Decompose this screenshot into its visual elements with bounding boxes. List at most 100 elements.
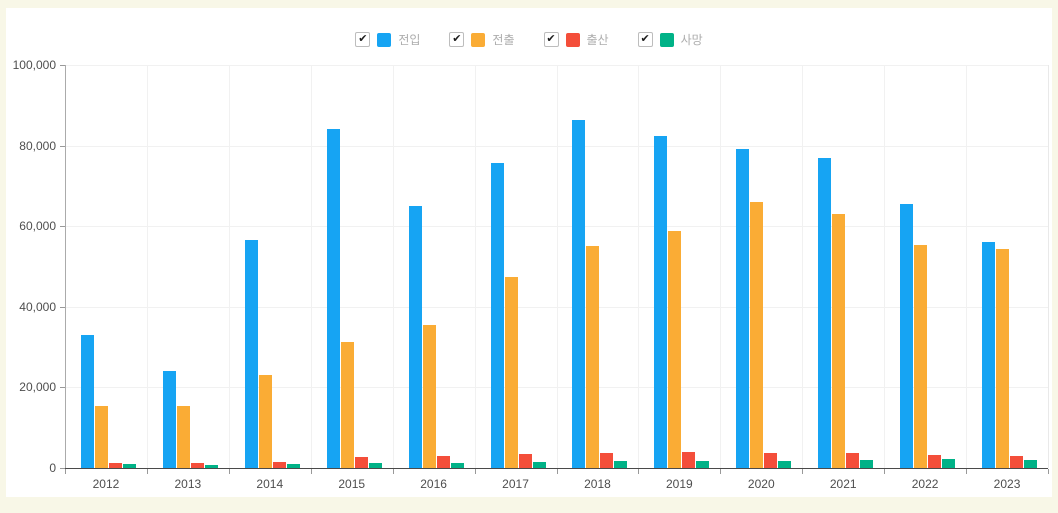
bar-2022-전입[interactable] bbox=[900, 204, 914, 468]
x-axis-tick-label: 2019 bbox=[666, 477, 693, 491]
x-axis-tick-label: 2013 bbox=[174, 477, 202, 491]
plot-right-border bbox=[1048, 65, 1049, 468]
bar-2015-출산[interactable] bbox=[354, 457, 368, 468]
bar-2016-전입[interactable] bbox=[408, 206, 422, 468]
bar-2013-전출[interactable] bbox=[176, 406, 190, 468]
bar-2012-전입[interactable] bbox=[80, 335, 94, 468]
legend-swatch-2 bbox=[565, 32, 580, 47]
bar-2015-사망[interactable] bbox=[368, 463, 382, 468]
legend-swatch-1 bbox=[471, 32, 486, 47]
bar-2013-전입[interactable] bbox=[162, 371, 176, 468]
bar-2016-출산[interactable] bbox=[436, 456, 450, 468]
bar-2019-전입[interactable] bbox=[654, 136, 668, 468]
bar-2022-전출[interactable] bbox=[914, 245, 928, 468]
legend-checkbox-3[interactable]: ✔ bbox=[637, 32, 653, 47]
bar-2019-전출[interactable] bbox=[668, 231, 682, 468]
bar-2017-사망[interactable] bbox=[532, 462, 546, 468]
gridline-v bbox=[884, 65, 886, 468]
gridline-v bbox=[228, 65, 230, 468]
legend-item-label: 전출 bbox=[492, 33, 515, 47]
legend-item-label: 출산 bbox=[586, 33, 609, 47]
x-tick-mark bbox=[146, 469, 148, 474]
bar-2012-사망[interactable] bbox=[122, 464, 136, 468]
bar-2020-출산[interactable] bbox=[764, 453, 778, 468]
gridline-v bbox=[474, 65, 476, 468]
x-tick-mark bbox=[802, 469, 804, 474]
y-axis-tick-label: 60,000 bbox=[19, 219, 56, 234]
bar-2018-출산[interactable] bbox=[600, 453, 614, 468]
bar-2019-사망[interactable] bbox=[696, 461, 710, 468]
bar-2020-전출[interactable] bbox=[750, 202, 764, 468]
x-axis-tick-label: 2017 bbox=[502, 477, 529, 491]
bar-2014-출산[interactable] bbox=[272, 462, 286, 468]
bar-2019-출산[interactable] bbox=[682, 452, 696, 468]
y-tick-mark bbox=[60, 226, 65, 228]
legend-item-3[interactable]: ✔ 사망 bbox=[637, 31, 703, 48]
legend-item-2[interactable]: ✔ 출산 bbox=[543, 31, 609, 48]
y-tick-mark bbox=[60, 387, 65, 389]
x-tick-mark bbox=[65, 469, 66, 474]
y-axis-line bbox=[65, 65, 66, 468]
y-tick-mark bbox=[60, 468, 65, 469]
bar-2023-출산[interactable] bbox=[1010, 456, 1024, 468]
x-axis-tick-label: 2022 bbox=[911, 477, 939, 491]
bar-2021-사망[interactable] bbox=[860, 460, 874, 468]
x-axis-tick-label: 2012 bbox=[92, 477, 120, 491]
legend-item-0[interactable]: ✔ 전입 bbox=[355, 31, 420, 48]
x-axis-tick-label: 2014 bbox=[256, 477, 284, 491]
x-tick-mark bbox=[310, 469, 312, 474]
bar-2018-전출[interactable] bbox=[586, 246, 600, 468]
legend-item-label: 전입 bbox=[398, 33, 421, 47]
y-axis-tick-label: 100,000 bbox=[12, 58, 56, 72]
bar-2014-전출[interactable] bbox=[258, 375, 272, 468]
bar-2013-출산[interactable] bbox=[190, 463, 204, 468]
y-tick-mark bbox=[60, 65, 65, 66]
legend-item-1[interactable]: ✔ 전출 bbox=[449, 31, 515, 48]
x-axis-tick-label: 2015 bbox=[338, 477, 366, 491]
gridline-v bbox=[638, 65, 640, 468]
bar-2016-사망[interactable] bbox=[450, 463, 464, 468]
bar-2014-사망[interactable] bbox=[286, 464, 300, 468]
bar-2022-사망[interactable] bbox=[942, 459, 956, 468]
bar-2015-전출[interactable] bbox=[340, 342, 354, 468]
gridline-v bbox=[556, 65, 558, 468]
legend-checkbox-1[interactable]: ✔ bbox=[449, 32, 465, 47]
bar-2017-출산[interactable] bbox=[518, 454, 532, 468]
legend-checkbox-2[interactable]: ✔ bbox=[543, 32, 559, 47]
bar-2021-전입[interactable] bbox=[818, 158, 832, 468]
bar-2014-전입[interactable] bbox=[244, 240, 258, 468]
x-tick-mark bbox=[638, 469, 640, 474]
x-axis-tick-label: 2016 bbox=[420, 477, 447, 491]
x-tick-mark bbox=[392, 469, 394, 474]
bar-2020-사망[interactable] bbox=[778, 461, 792, 468]
bar-2012-전출[interactable] bbox=[94, 406, 108, 468]
y-axis-tick-label: 0 bbox=[49, 461, 56, 475]
x-axis-tick-label: 2023 bbox=[993, 477, 1021, 491]
bar-2016-전출[interactable] bbox=[422, 325, 436, 468]
bar-2023-전입[interactable] bbox=[982, 242, 996, 468]
bar-2018-사망[interactable] bbox=[614, 461, 628, 468]
x-tick-mark bbox=[228, 469, 230, 474]
x-tick-mark bbox=[1048, 469, 1049, 474]
y-tick-mark bbox=[60, 145, 65, 147]
bar-2017-전출[interactable] bbox=[504, 277, 518, 468]
y-axis-tick-label: 80,000 bbox=[19, 138, 56, 153]
bar-2021-전출[interactable] bbox=[832, 214, 846, 468]
x-axis-tick-label: 2018 bbox=[584, 477, 611, 491]
bar-2015-전입[interactable] bbox=[326, 129, 340, 468]
bar-2012-출산[interactable] bbox=[108, 463, 122, 468]
legend-checkbox-0[interactable]: ✔ bbox=[355, 32, 371, 47]
gridline-v bbox=[310, 65, 312, 468]
bar-2013-사망[interactable] bbox=[204, 465, 218, 468]
bar-2017-전입[interactable] bbox=[490, 163, 504, 468]
bar-2023-사망[interactable] bbox=[1024, 460, 1038, 468]
bar-2021-출산[interactable] bbox=[846, 453, 860, 468]
bar-2022-출산[interactable] bbox=[928, 455, 942, 468]
bar-2018-전입[interactable] bbox=[572, 120, 586, 468]
x-axis-line bbox=[65, 468, 1048, 469]
bar-2020-전입[interactable] bbox=[736, 149, 750, 468]
bar-2023-전출[interactable] bbox=[996, 249, 1010, 468]
x-tick-mark bbox=[556, 469, 558, 474]
gridline-v bbox=[802, 65, 804, 468]
gridline-v bbox=[966, 65, 968, 468]
